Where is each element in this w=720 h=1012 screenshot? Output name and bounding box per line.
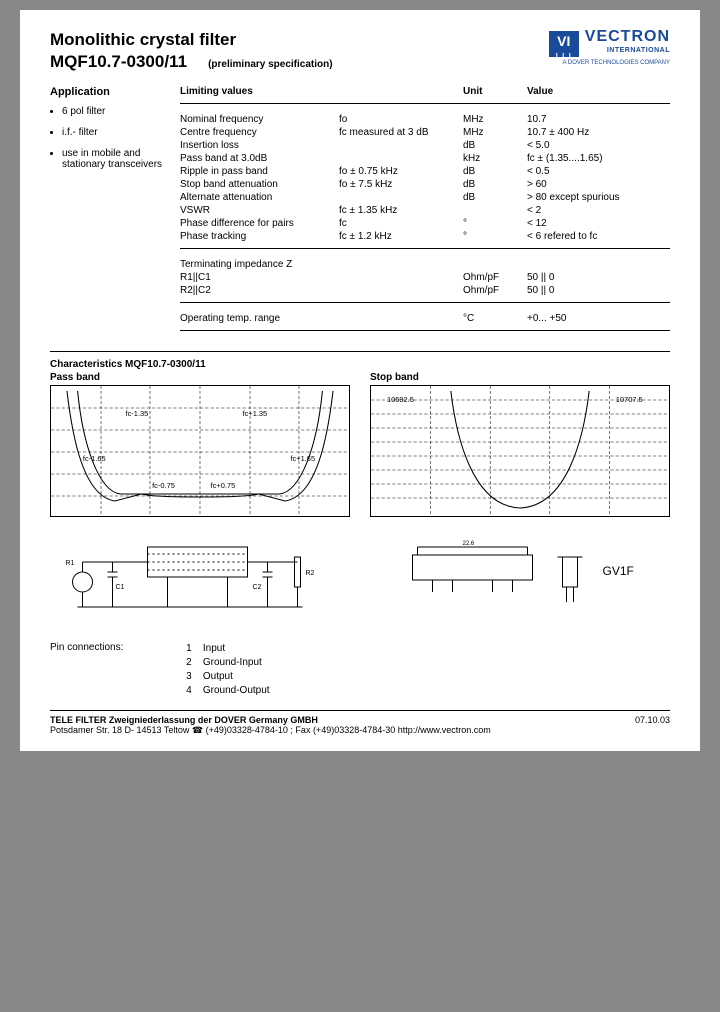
- stopband-chart-block: Stop band 10692.5 10707.5: [370, 372, 670, 517]
- prelim-spec: (preliminary specification): [208, 59, 332, 70]
- svg-text:fc-1.65: fc-1.65: [83, 454, 106, 463]
- th-unit: Unit: [463, 82, 527, 104]
- app-item: use in mobile and stationary transceiver…: [62, 148, 170, 170]
- svg-text:fc+1.35: fc+1.35: [243, 409, 268, 418]
- pin-label: Pin connections:: [50, 642, 123, 653]
- pin-connections: Pin connections: 1 Input 2 Ground-Input …: [50, 642, 670, 698]
- svg-text:fc+1.65: fc+1.65: [290, 454, 315, 463]
- svg-text:22.6: 22.6: [463, 541, 475, 547]
- logo-vi-box: VI | | |: [549, 31, 579, 57]
- svg-text:10707.5: 10707.5: [616, 395, 643, 404]
- logo-tagline: A DOVER TECHNOLOGIES COMPANY: [549, 60, 670, 66]
- stopband-chart: 10692.5 10707.5: [370, 385, 670, 517]
- svg-text:R1: R1: [66, 560, 75, 567]
- package-diagram: 22.6 GV1F: [375, 537, 670, 627]
- passband-label: Pass band: [50, 372, 350, 383]
- stopband-label: Stop band: [370, 372, 670, 383]
- characteristics-section: Characteristics MQF10.7-0300/11 Pass ban…: [50, 351, 670, 698]
- th-value: Value: [527, 82, 670, 104]
- title-line2: MQF10.7-0300/11: [50, 52, 187, 72]
- header: Monolithic crystal filter MQF10.7-0300/1…: [50, 30, 670, 72]
- svg-text:C1: C1: [116, 584, 125, 591]
- pin-table: 1 Input 2 Ground-Input 3 Output 4 Ground…: [186, 642, 269, 698]
- footer-address: Potsdamer Str. 18 D- 14513 Teltow ☎ (+49…: [50, 725, 491, 735]
- footer: TELE FILTER Zweigniederlassung der DOVER…: [50, 710, 670, 736]
- circuit-diagram: R1 C1 C2 R2: [50, 537, 345, 627]
- application-list: 6 pol filter i.f.- filter use in mobile …: [50, 106, 170, 170]
- footer-date: 07.10.03: [635, 715, 670, 736]
- app-item: 6 pol filter: [62, 106, 170, 117]
- th-limiting: Limiting values: [180, 82, 339, 104]
- logo-text: VECTRON INTERNATIONAL: [585, 30, 670, 58]
- footer-company: TELE FILTER Zweigniederlassung der DOVER…: [50, 715, 318, 725]
- application-column: Application 6 pol filter i.f.- filter us…: [50, 82, 180, 331]
- svg-text:C2: C2: [253, 584, 262, 591]
- diagrams-row: R1 C1 C2 R2: [50, 537, 670, 627]
- spec-column: Limiting values Unit Value Nominal frequ…: [180, 82, 670, 331]
- title-line1: Monolithic crystal filter: [50, 30, 333, 50]
- vectron-logo: VI | | | VECTRON INTERNATIONAL A DOVER T…: [549, 30, 670, 66]
- passband-chart-block: Pass band fc-1.35: [50, 372, 350, 517]
- app-item: i.f.- filter: [62, 127, 170, 138]
- svg-text:GV1F: GV1F: [603, 564, 634, 578]
- passband-chart: fc-1.35 fc+1.35 fc-1.65 fc+1.65 fc-0.75 …: [50, 385, 350, 517]
- title-block: Monolithic crystal filter MQF10.7-0300/1…: [50, 30, 333, 72]
- svg-text:fc-0.75: fc-0.75: [152, 481, 175, 490]
- main-content: Application 6 pol filter i.f.- filter us…: [50, 82, 670, 331]
- datasheet-page: Monolithic crystal filter MQF10.7-0300/1…: [20, 10, 700, 751]
- char-title: Characteristics MQF10.7-0300/11: [50, 359, 206, 370]
- svg-text:fc+0.75: fc+0.75: [211, 481, 236, 490]
- svg-text:fc-1.35: fc-1.35: [126, 409, 149, 418]
- application-heading: Application: [50, 86, 170, 98]
- svg-text:10692.5: 10692.5: [387, 395, 414, 404]
- svg-text:R2: R2: [306, 570, 315, 577]
- spec-table: Limiting values Unit Value Nominal frequ…: [180, 82, 670, 331]
